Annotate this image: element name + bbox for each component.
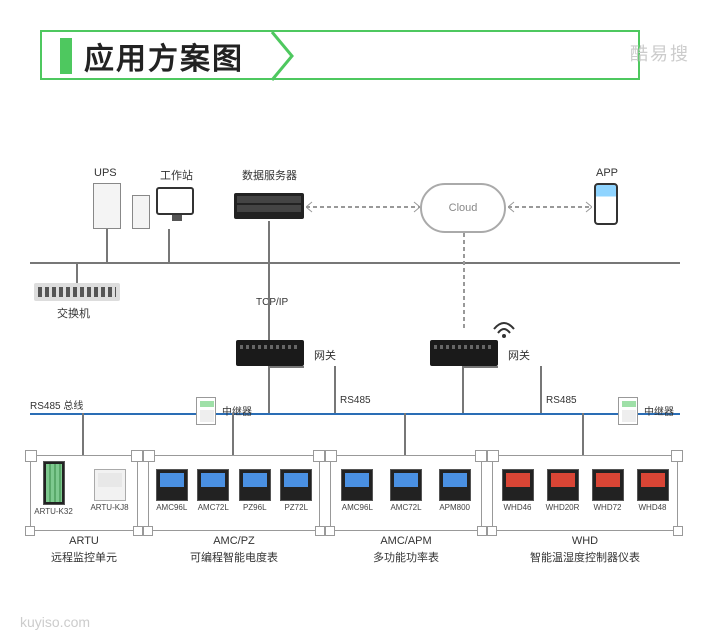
server-label: 数据服务器 xyxy=(242,167,297,183)
group-code: WHD xyxy=(492,535,678,547)
top-bus-line xyxy=(30,262,680,264)
gateway2-icon xyxy=(430,340,498,366)
network-diagram: UPS 工作站 数据服务器 Cloud APP 交换机 TCP/IP 网关 网关… xyxy=(20,165,690,615)
meter-label: APM800 xyxy=(435,503,475,512)
meter-AMC96L: AMC96L xyxy=(156,469,188,501)
meter-AMC72L: AMC72L xyxy=(197,469,229,501)
ups-label: UPS xyxy=(94,167,117,179)
repeater1-label: 中继器 xyxy=(222,403,252,418)
meter-APM800: APM800 xyxy=(439,469,471,501)
server-icon xyxy=(234,193,304,219)
meter-WHD72: WHD72 xyxy=(592,469,624,501)
gateway1-label: 网关 xyxy=(314,347,336,363)
repeater2-label: 中继器 xyxy=(644,403,674,418)
workstation-drop xyxy=(168,229,170,263)
grp2-drop xyxy=(404,413,406,455)
group-title: 智能温湿度控制器仪表 xyxy=(492,549,678,565)
cloud-icon: Cloud xyxy=(420,183,506,233)
gw1-drop2 xyxy=(334,366,336,413)
tcpip-label: TCP/IP xyxy=(256,297,288,308)
switch-label: 交换机 xyxy=(57,305,90,321)
tcpip-drop xyxy=(268,262,270,340)
meter-label: ARTU-K32 xyxy=(34,507,74,516)
cloud-label: Cloud xyxy=(449,202,478,214)
meter-WHD48: WHD48 xyxy=(637,469,669,501)
watermark-bottom: kuyiso.com xyxy=(20,614,90,630)
gw2-drop2 xyxy=(540,366,542,413)
gw1-drop xyxy=(268,366,270,413)
gateway1-icon xyxy=(236,340,304,366)
ups-icon xyxy=(93,183,121,229)
meter-label: WHD72 xyxy=(588,503,628,512)
wifi-icon xyxy=(492,319,516,339)
rs485-label-2: RS485 xyxy=(546,395,577,406)
repeater1-icon xyxy=(196,397,216,425)
header-accent-bar xyxy=(60,38,72,74)
group-code: AMC/APM xyxy=(330,535,482,547)
grp0-drop xyxy=(82,413,84,455)
chevron-right-icon xyxy=(268,28,308,84)
meter-ARTU-KJ8: ARTU-KJ8 xyxy=(94,469,126,501)
header: 应用方案图 xyxy=(40,30,710,90)
workstation-label: 工作站 xyxy=(160,167,193,183)
gw1-h xyxy=(268,366,304,368)
group-title: 多功能功率表 xyxy=(330,549,482,565)
meter-label: AMC96L xyxy=(337,503,377,512)
meter-label: WHD46 xyxy=(498,503,538,512)
meter-label: AMC72L xyxy=(193,503,233,512)
gw2-drop xyxy=(462,366,464,413)
watermark-top: 酷易搜 xyxy=(630,40,690,66)
app-label: APP xyxy=(596,167,618,179)
server-drop xyxy=(268,221,270,263)
phone-icon xyxy=(594,183,618,225)
meter-label: PZ96L xyxy=(235,503,275,512)
header-title: 应用方案图 xyxy=(84,34,244,78)
cloud-app-link xyxy=(508,201,592,213)
meter-label: WHD48 xyxy=(633,503,673,512)
group-code: AMC/PZ xyxy=(148,535,320,547)
group-title: 可编程智能电度表 xyxy=(148,549,320,565)
gw2-h xyxy=(462,366,498,368)
switch-drop xyxy=(76,262,78,283)
cloud-gw2-link xyxy=(458,233,470,329)
meter-label: PZ72L xyxy=(276,503,316,512)
repeater2-icon xyxy=(618,397,638,425)
meter-AMC96L: AMC96L xyxy=(341,469,373,501)
switch-icon xyxy=(34,283,120,301)
server-cloud-link xyxy=(306,201,420,213)
workstation-icon xyxy=(156,187,194,215)
meter-label: AMC96L xyxy=(152,503,192,512)
group-code: ARTU xyxy=(30,535,138,547)
meter-WHD20R: WHD20R xyxy=(547,469,579,501)
workstation-tower-icon xyxy=(132,195,150,229)
grp1-drop xyxy=(232,413,234,455)
ups-drop xyxy=(106,229,108,263)
meter-label: AMC72L xyxy=(386,503,426,512)
meter-PZ96L: PZ96L xyxy=(239,469,271,501)
rs485-bus-label: RS485 总线 xyxy=(30,397,83,412)
grp3-drop xyxy=(582,413,584,455)
meter-WHD46: WHD46 xyxy=(502,469,534,501)
gateway2-label: 网关 xyxy=(508,347,530,363)
meter-label: WHD20R xyxy=(543,503,583,512)
rs485-label-1: RS485 xyxy=(340,395,371,406)
group-title: 远程监控单元 xyxy=(30,549,138,565)
meter-AMC72L: AMC72L xyxy=(390,469,422,501)
meter-ARTU-K32: ARTU-K32 xyxy=(43,461,65,505)
meter-PZ72L: PZ72L xyxy=(280,469,312,501)
meter-label: ARTU-KJ8 xyxy=(90,503,130,512)
